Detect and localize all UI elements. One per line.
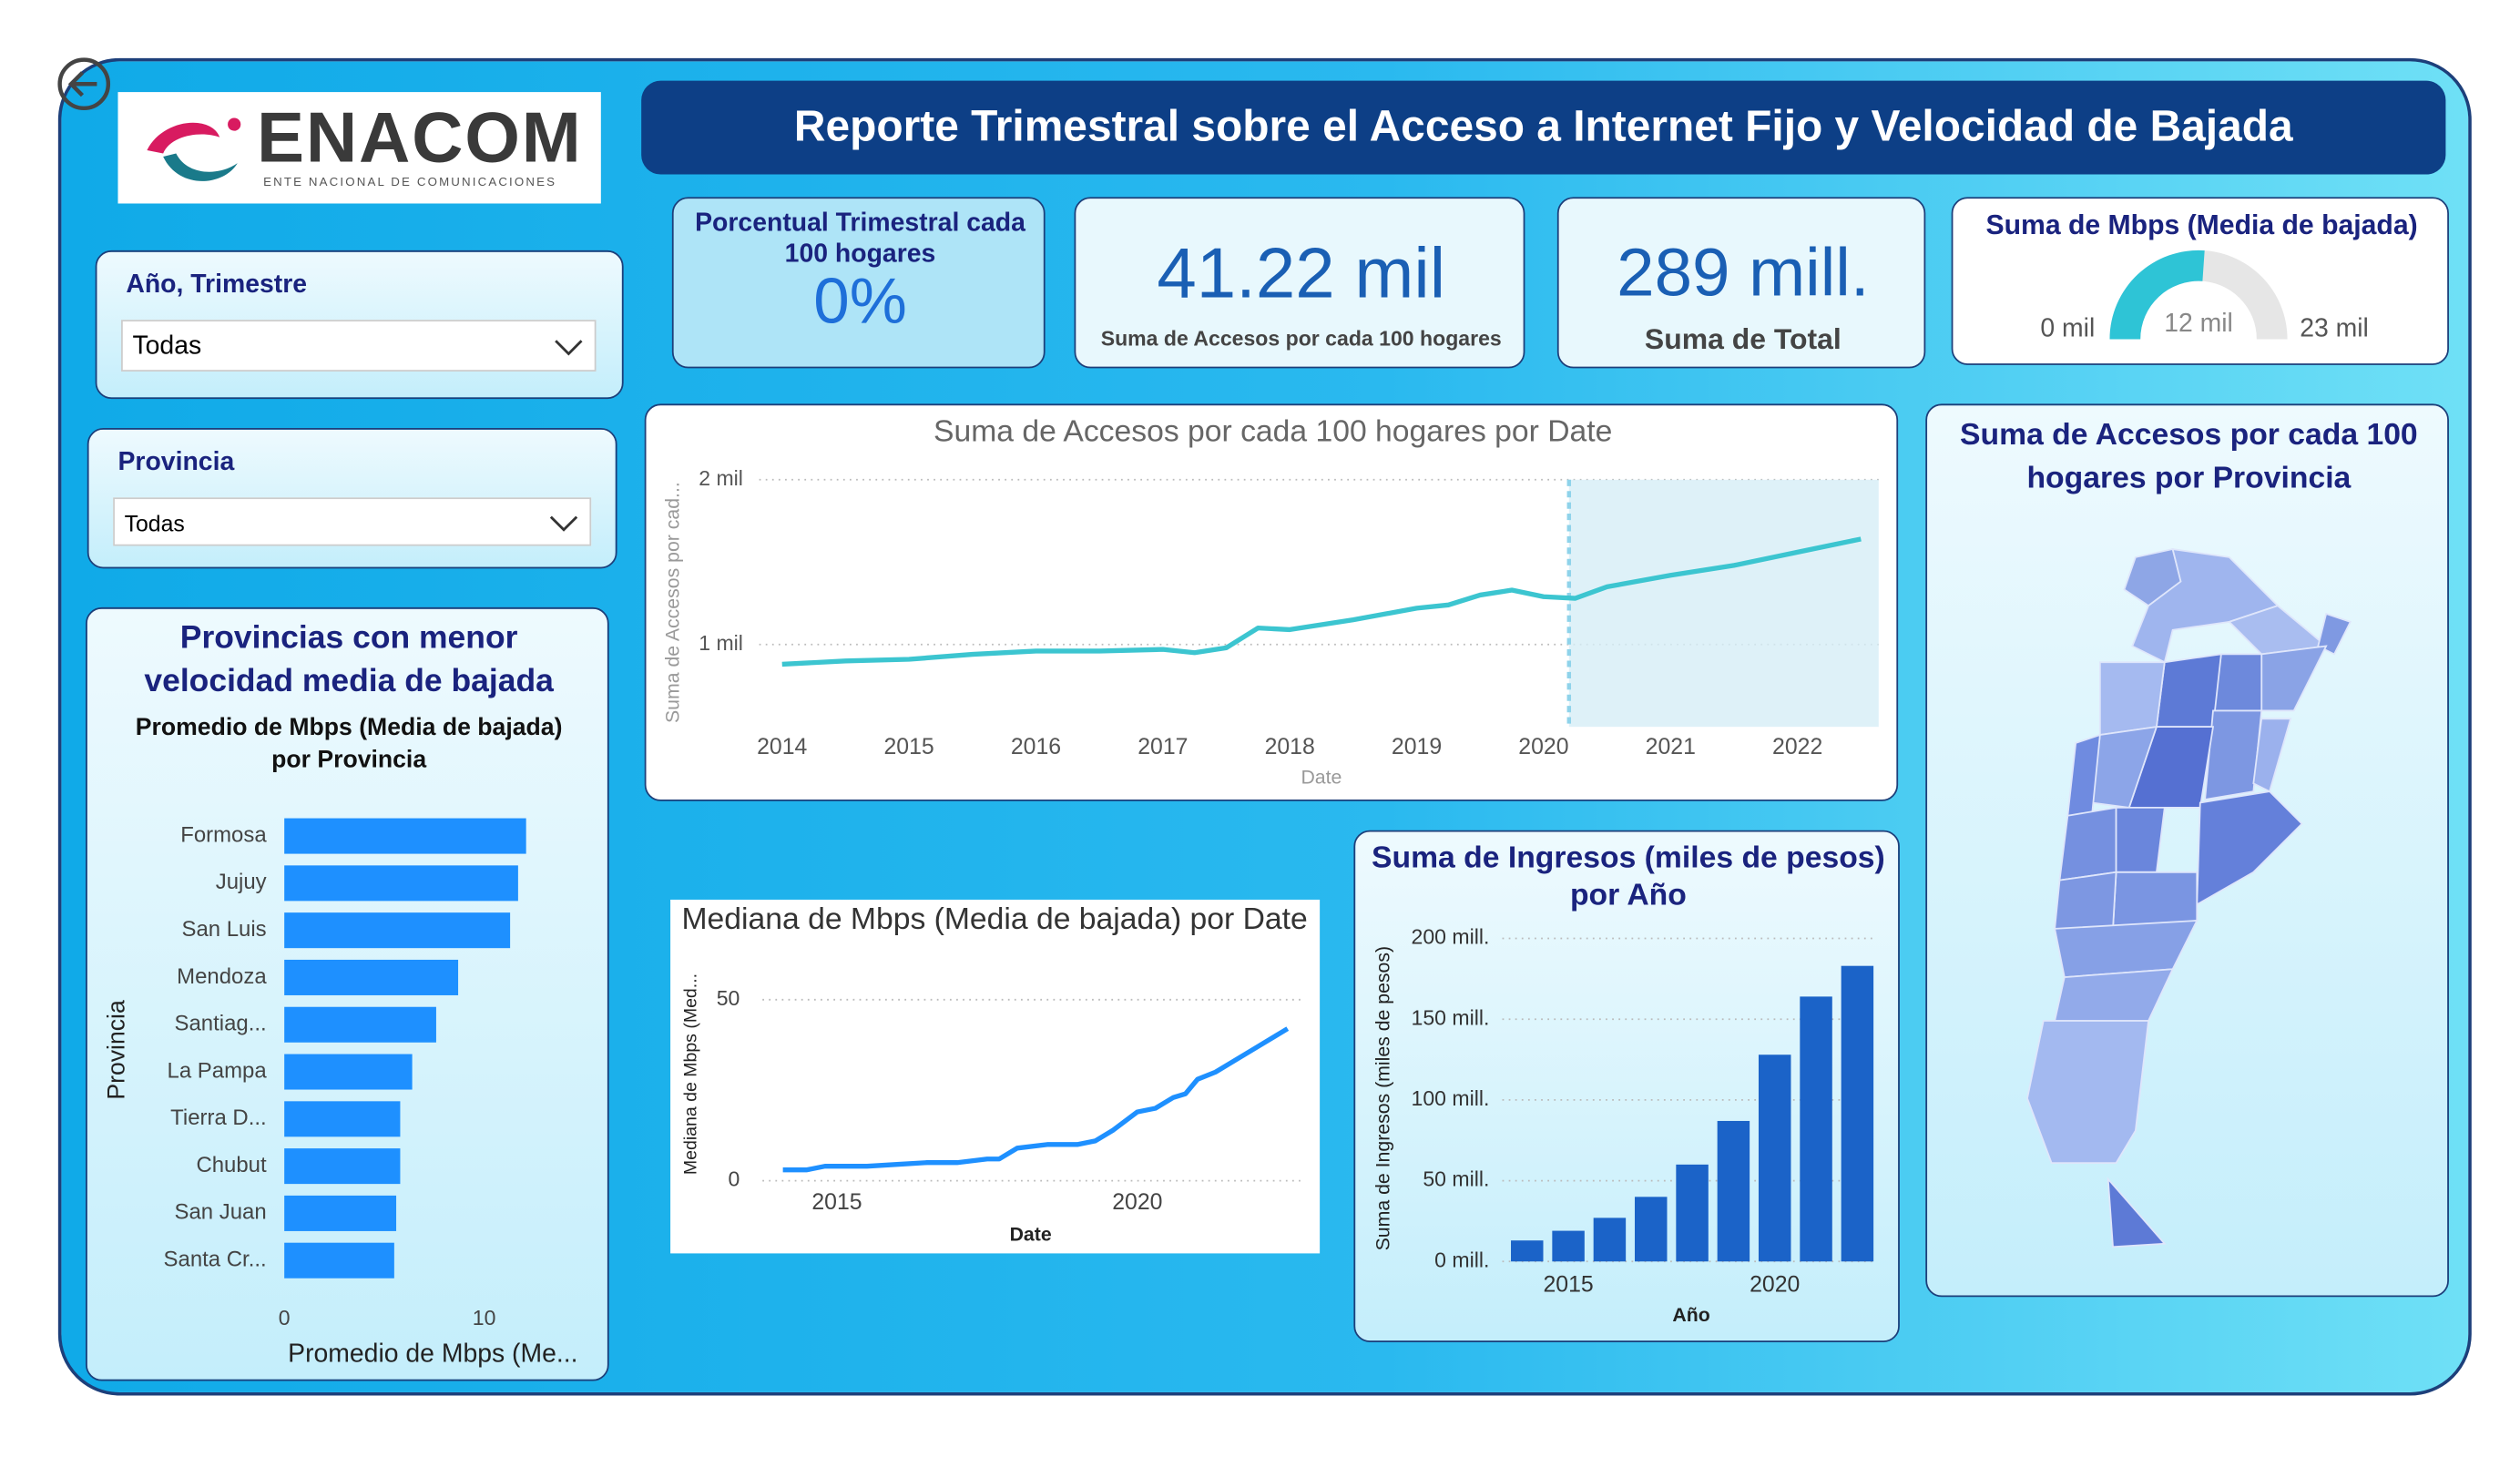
filter-card: Provincia Todas — [87, 428, 617, 569]
back-button[interactable] — [55, 55, 113, 113]
gauge-card: Suma de Mbps (Media de bajada) — [1951, 197, 2449, 365]
kpi-value: 0% — [813, 266, 907, 338]
map-title: Suma de Accesos por cada 100 hogares por… — [1960, 418, 2418, 496]
chart-title: Promedio de Mbps (Media de bajada) por P… — [135, 713, 563, 774]
filter-label: Año, Trimestre — [126, 270, 308, 300]
card-heading: Provincias con menor velocidad media de … — [144, 620, 554, 700]
logo-name: ENACOM — [257, 98, 583, 178]
chevron — [549, 515, 578, 532]
dropdown-value: Todas — [124, 510, 185, 536]
header: Reporte Trimestral sobre el Acceso a Int… — [641, 80, 2446, 175]
map-card: Suma de Accesos por cada 100 hogares por… — [1925, 403, 2449, 1298]
filter-card: Año, Trimestre Todas — [95, 250, 624, 400]
logo-icon — [147, 117, 241, 181]
chevron — [555, 340, 583, 356]
kpi-label: Suma de Total — [1644, 322, 1842, 356]
logo-tagline: ENTE NACIONAL DE COMUNICACIONES — [263, 174, 557, 189]
gauge-title: Suma de Mbps (Media de bajada) — [1985, 209, 2418, 241]
kpi-title: Porcentual Trimestral cada 100 hogares — [695, 209, 1025, 269]
card-heading: Suma de Ingresos (miles de pesos) por Añ… — [1372, 841, 1885, 913]
filter-label: Provincia — [117, 449, 235, 477]
header-title: Reporte Trimestral sobre el Acceso a Int… — [793, 101, 2293, 150]
dropdown[interactable]: Todas — [121, 320, 597, 372]
dropdown-value: Todas — [132, 332, 202, 361]
line-card — [670, 899, 1321, 1254]
kpi-card: 41.22 mil Suma de Accesos por cada 100 h… — [1074, 197, 1525, 369]
logo: ENACOM ENTE NACIONAL DE COMUNICACIONES — [117, 92, 601, 204]
line-card — [644, 403, 1899, 801]
kpi-card: Porcentual Trimestral cada 100 hogares 0… — [671, 197, 1046, 369]
kpi-value: 41.22 mil — [1157, 234, 1446, 314]
kpi-card: 289 mill. Suma de Total — [1556, 197, 1926, 369]
kpi-label: Suma de Accesos por cada 100 hogares — [1100, 326, 1502, 351]
bar-card: Suma de Ingresos (miles de pesos) por Añ… — [1353, 830, 1900, 1342]
bar-card: Provincias con menor velocidad media de … — [86, 606, 609, 1381]
dropdown[interactable]: Todas — [113, 497, 592, 546]
kpi-value: 289 mill. — [1617, 234, 1870, 311]
